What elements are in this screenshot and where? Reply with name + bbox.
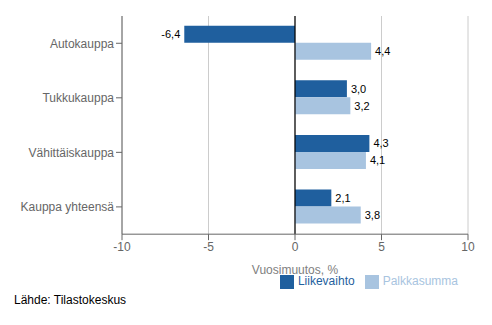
svg-text:-10: -10 <box>113 240 131 254</box>
svg-text:-6,4: -6,4 <box>161 28 180 40</box>
svg-text:5: 5 <box>378 240 385 254</box>
svg-text:10: 10 <box>461 240 475 254</box>
svg-text:2,1: 2,1 <box>335 192 350 204</box>
svg-text:0: 0 <box>292 240 299 254</box>
svg-text:4,4: 4,4 <box>375 45 390 57</box>
html-text:Lähde: Tilastokeskus: Lähde: Tilastokeskus <box>14 293 127 307</box>
html-text:Liikevaihto: Liikevaihto <box>297 274 355 289</box>
svg-text:3,8: 3,8 <box>365 209 380 221</box>
svg-text:Kauppa yhteensä: Kauppa yhteensä <box>21 200 115 214</box>
svg-text:-5: -5 <box>203 240 214 254</box>
svg-text:4,1: 4,1 <box>370 154 385 166</box>
svg-text:Vuosimuutos, %: Vuosimuutos, % <box>252 263 339 277</box>
html-text:Palkkasumma: Palkkasumma <box>382 274 458 289</box>
svg-text:4,3: 4,3 <box>373 137 388 149</box>
svg-text:3,2: 3,2 <box>354 100 369 112</box>
svg-text:Vähittäiskauppa: Vähittäiskauppa <box>29 146 115 160</box>
svg-text:3,0: 3,0 <box>351 83 366 95</box>
svg-text:Tukkukauppa: Tukkukauppa <box>42 91 114 105</box>
svg-text:Autokauppa: Autokauppa <box>50 37 114 51</box>
